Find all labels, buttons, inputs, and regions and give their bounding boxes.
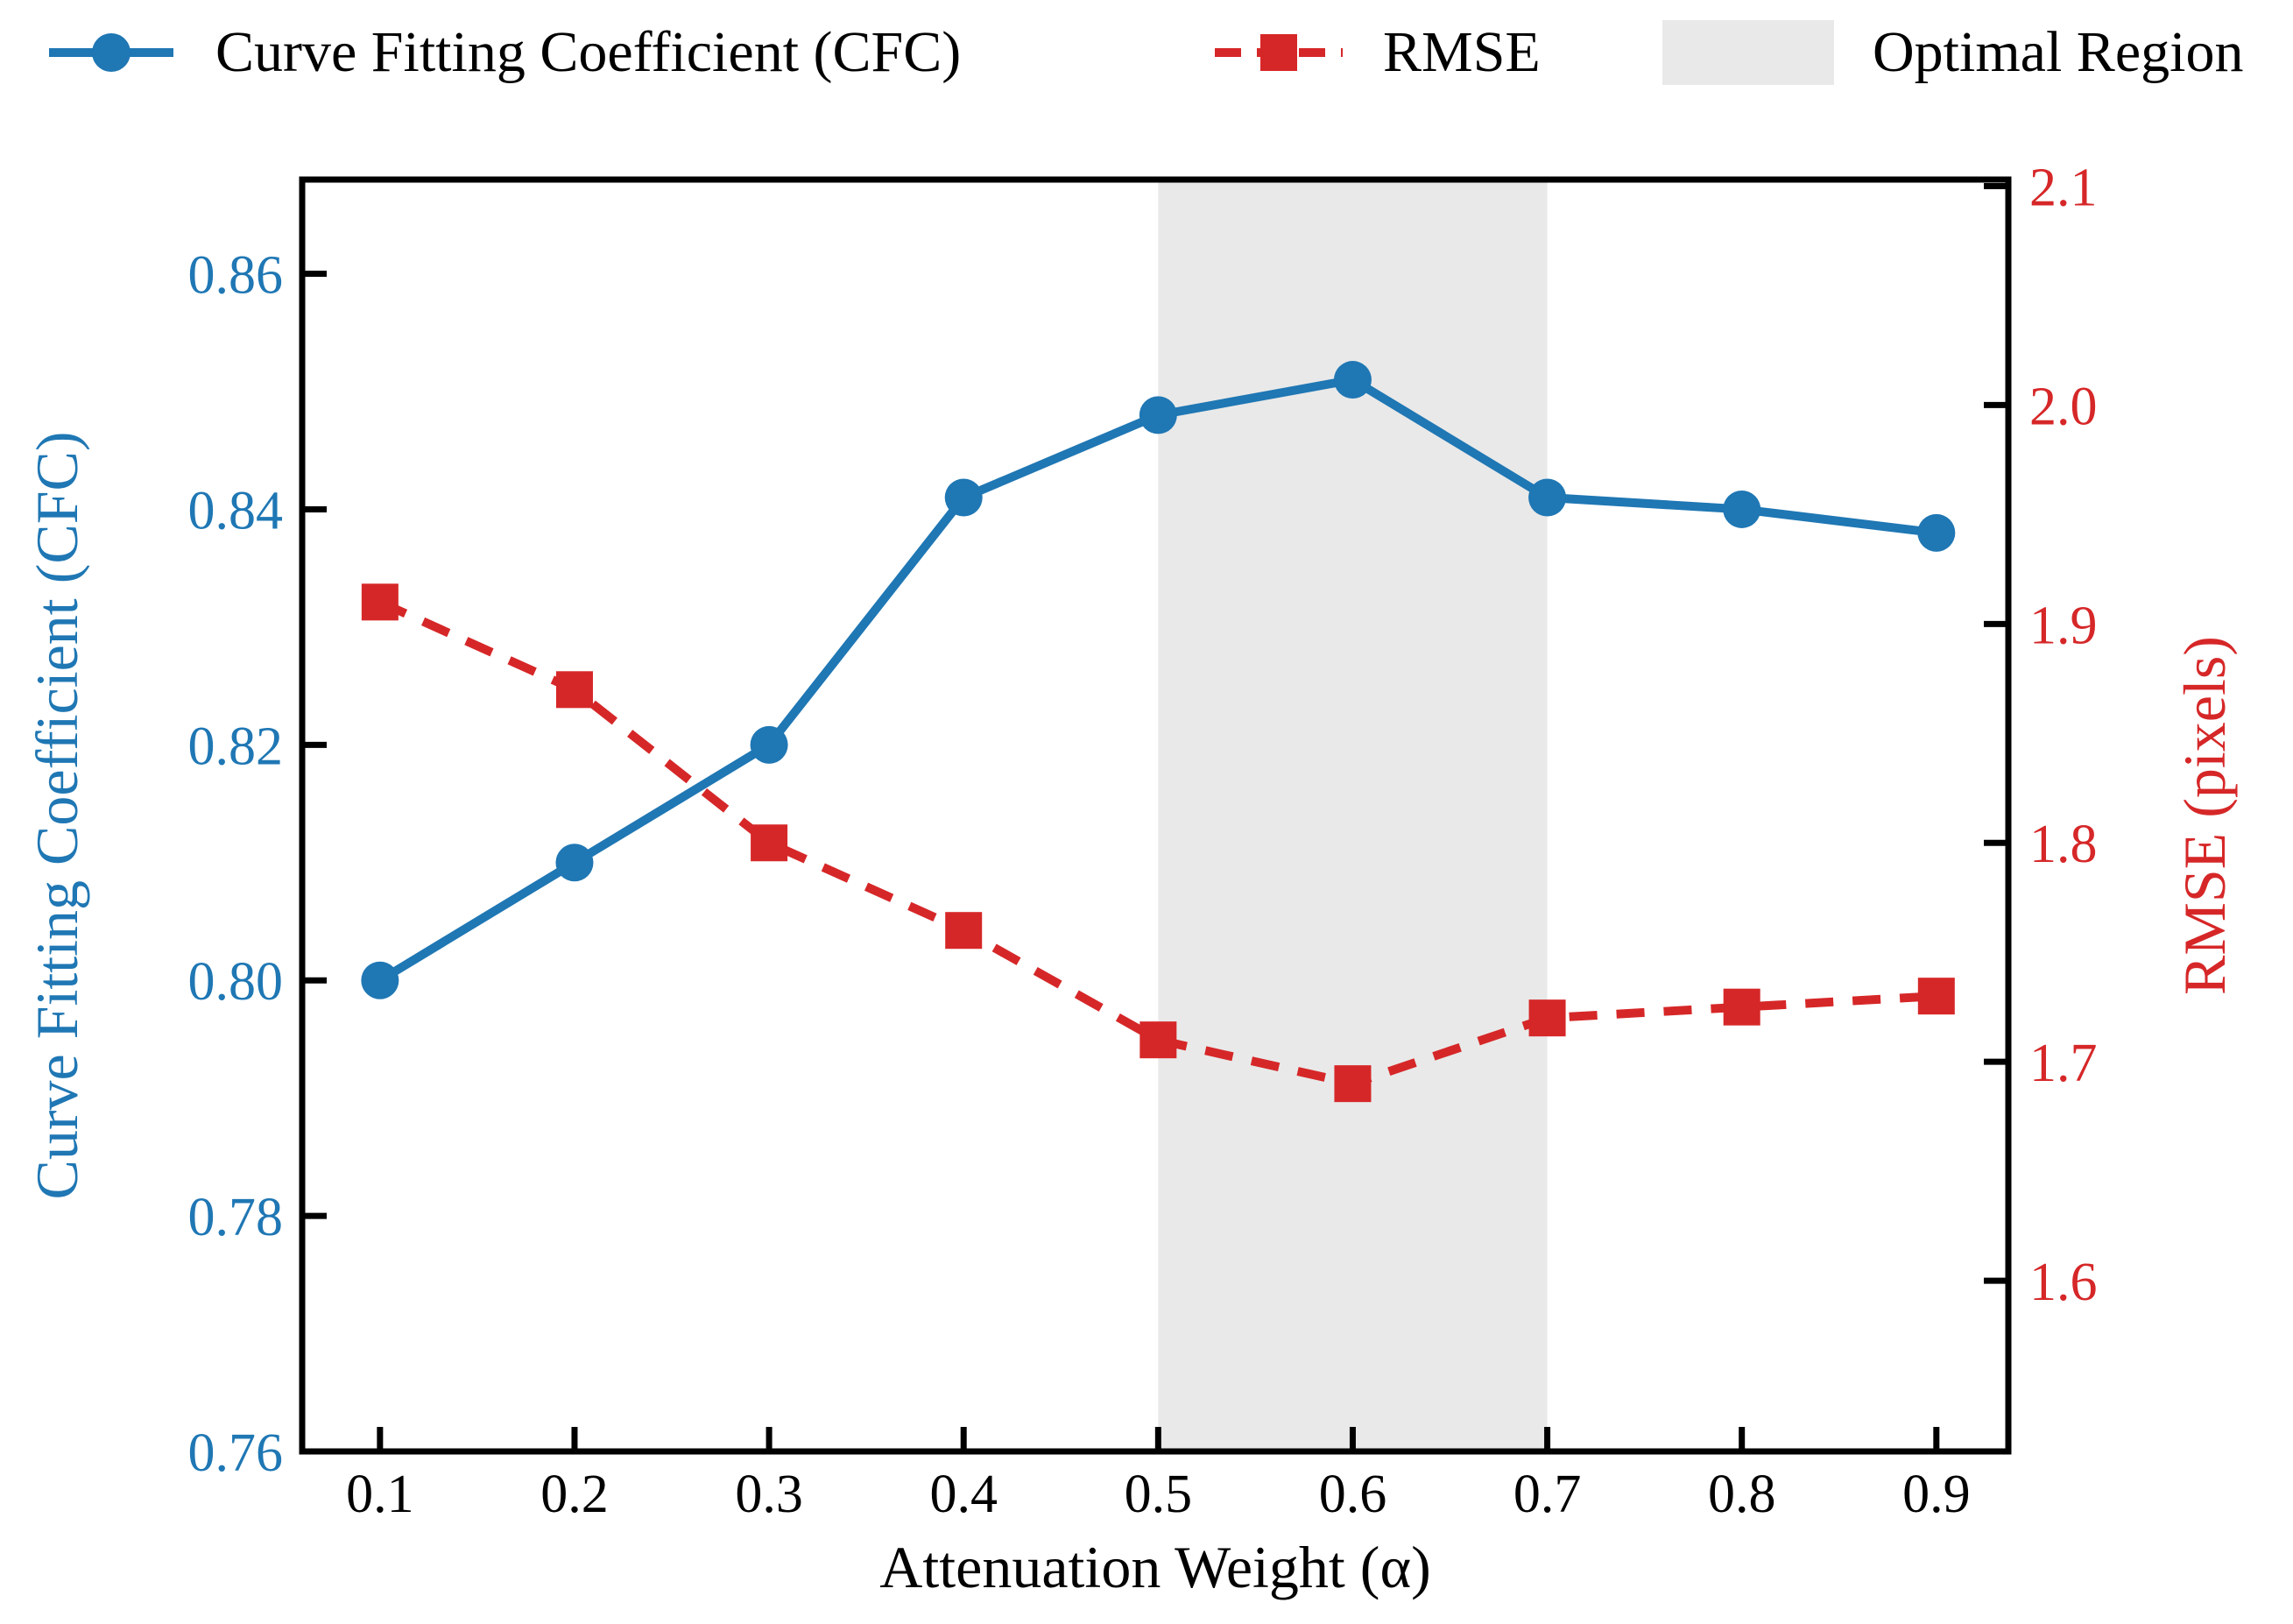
- legend-item-optimal-region: Optimal Region: [1662, 9, 2243, 96]
- cfc-data-point: [555, 844, 594, 882]
- rmse-data-point: [1723, 988, 1760, 1026]
- legend-label-optimal-region: Optimal Region: [1873, 20, 2244, 84]
- rmse-data-point: [555, 671, 593, 709]
- right-tick-label: 1.6: [2029, 1253, 2098, 1312]
- left-tick-label: 0.84: [188, 481, 284, 540]
- x-tick-label: 0.4: [929, 1465, 998, 1524]
- cfc-data-point: [1333, 361, 1372, 399]
- cfc-line-marker-icon: [49, 33, 173, 72]
- right-axis-title: RMSE (pixels): [2171, 636, 2238, 995]
- x-tick-label: 0.8: [1708, 1465, 1776, 1524]
- x-tick-label: 0.5: [1125, 1465, 1193, 1524]
- left-tick-label: 0.86: [188, 246, 284, 306]
- rmse-data-point: [361, 583, 399, 621]
- cfc-data-point: [1917, 513, 1956, 552]
- x-tick-label: 0.3: [735, 1465, 803, 1524]
- right-tick-label: 1.9: [2029, 596, 2098, 655]
- cfc-data-point: [944, 478, 983, 517]
- legend-label-rmse: RMSE: [1383, 20, 1541, 84]
- axes-frame: [299, 176, 2012, 1455]
- right-tick-label: 2.0: [2029, 377, 2098, 436]
- cfc-data-point: [361, 961, 399, 999]
- x-tick-label: 0.6: [1319, 1465, 1387, 1524]
- rmse-line: [377, 597, 1937, 1089]
- x-tick-label: 0.2: [540, 1465, 609, 1524]
- cfc-data-point: [1528, 478, 1567, 517]
- left-tick-label: 0.78: [188, 1188, 284, 1247]
- rmse-data-point: [1528, 999, 1566, 1037]
- x-tick-label: 0.1: [346, 1465, 414, 1524]
- x-axis-title: Attenuation Weight (α): [879, 1534, 1430, 1600]
- right-tick-label: 1.7: [2029, 1034, 2098, 1093]
- legend: Curve Fitting Coefficient (CFC) RMSE Opt…: [0, 0, 2293, 105]
- legend-item-cfc: Curve Fitting Coefficient (CFC): [46, 9, 961, 96]
- cfc-data-point: [750, 725, 788, 764]
- x-tick-label: 0.9: [1902, 1465, 1971, 1524]
- rmse-data-point: [1917, 978, 1955, 1015]
- left-tick-label: 0.82: [188, 717, 284, 776]
- left-tick-label: 0.80: [188, 952, 284, 1012]
- cfc-data-point: [1723, 490, 1761, 528]
- cfc-data-point: [1139, 396, 1177, 434]
- legend-label-cfc: Curve Fitting Coefficient (CFC): [215, 20, 962, 84]
- rmse-data-point: [1139, 1021, 1177, 1059]
- left-axis-title: Curve Fitting Coefficient (CFC): [24, 431, 90, 1199]
- optimal-region-swatch-icon: [1662, 20, 1834, 85]
- left-tick-label: 0.76: [188, 1423, 284, 1483]
- right-tick-label: 1.8: [2029, 815, 2098, 874]
- right-tick-label: 2.1: [2029, 158, 2098, 217]
- rmse-data-point: [1334, 1065, 1372, 1103]
- rmse-dash-marker-icon: [1215, 34, 1343, 71]
- legend-item-rmse: RMSE: [1213, 9, 1541, 96]
- x-tick-label: 0.7: [1513, 1465, 1582, 1524]
- rmse-data-point: [751, 824, 788, 862]
- rmse-data-point: [945, 912, 983, 950]
